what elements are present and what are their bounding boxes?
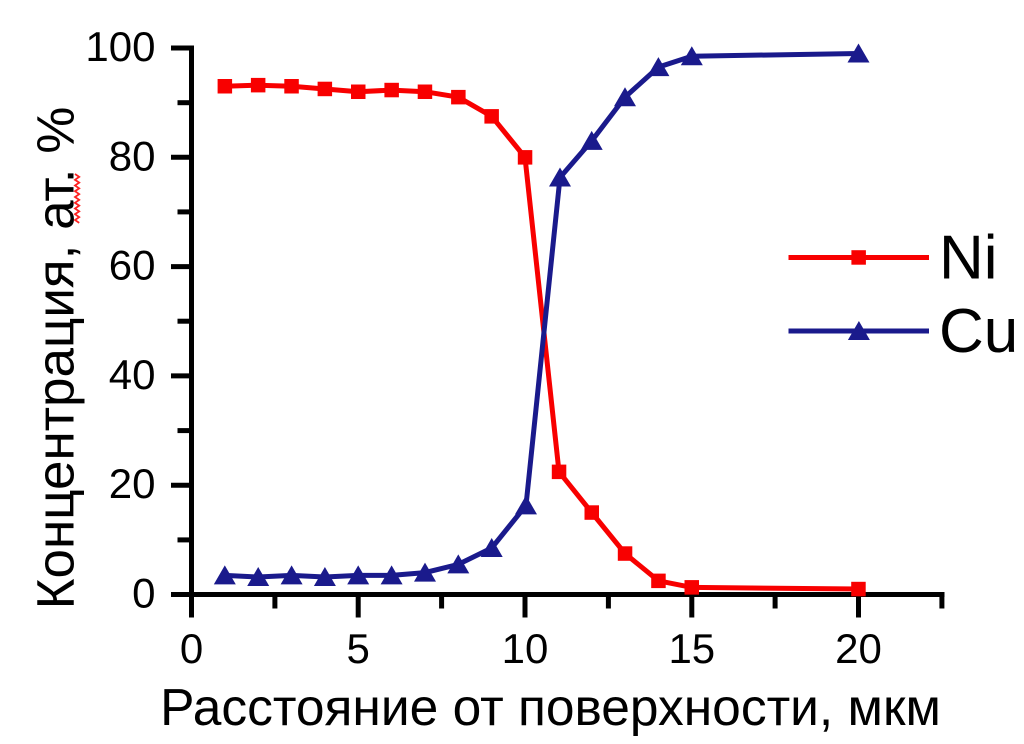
svg-text:Ni: Ni	[939, 224, 998, 293]
svg-text:80: 80	[109, 132, 156, 179]
svg-text:60: 60	[109, 242, 156, 289]
svg-text:Расстояние от поверхности, мкм: Расстояние от поверхности, мкм	[160, 678, 941, 736]
svg-text:20: 20	[109, 460, 156, 507]
svg-text:15: 15	[668, 625, 715, 672]
svg-text:0: 0	[180, 625, 203, 672]
svg-text:20: 20	[835, 625, 882, 672]
svg-text:0: 0	[132, 570, 155, 617]
svg-text:Cu: Cu	[939, 297, 1018, 366]
svg-text:40: 40	[109, 351, 156, 398]
svg-text:100: 100	[85, 23, 155, 70]
svg-text:5: 5	[347, 625, 370, 672]
svg-text:10: 10	[502, 625, 549, 672]
svg-text:Концентрация, ат. %: Концентрация, ат. %	[27, 107, 86, 610]
